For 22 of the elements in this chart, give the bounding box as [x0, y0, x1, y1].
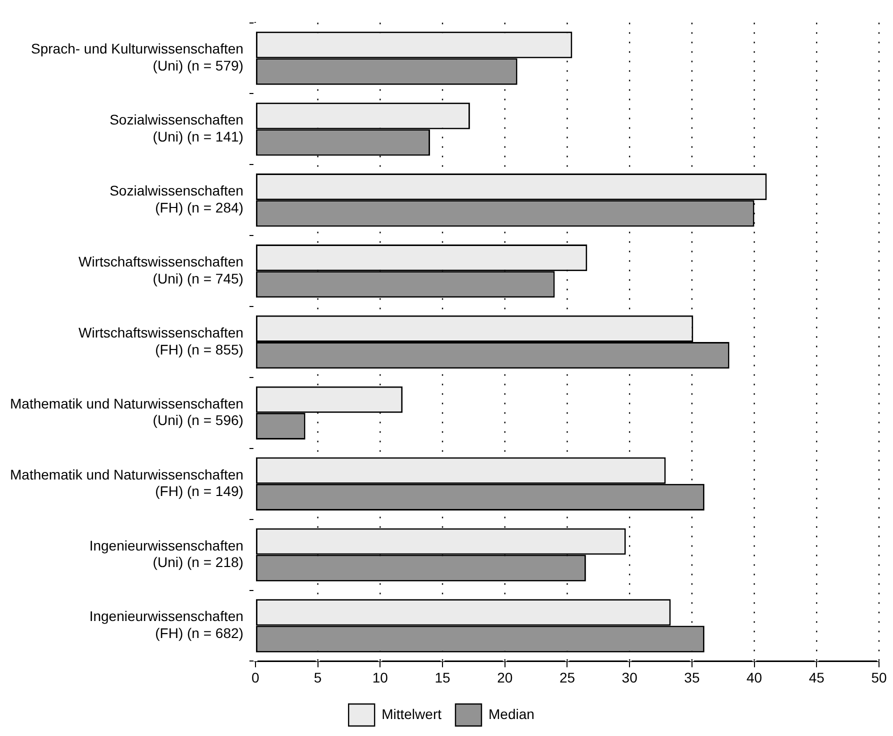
y-tick-label: Ingenieurwissenschaften (Uni) (n = 218) — [89, 537, 244, 570]
y-tick-label: Wirtschaftswissenschaften (FH) (n = 855) — [78, 324, 244, 358]
x-tick-label: 20 — [497, 669, 513, 686]
legend-label: Median — [488, 706, 534, 722]
x-tick-label: 10 — [372, 669, 388, 686]
x-tick-label: 40 — [746, 669, 762, 686]
y-tick-label: Wirtschaftswissenschaften (Uni) (n = 745) — [78, 254, 244, 286]
x-tick-label: 5 — [314, 669, 322, 686]
y-tick-label: Mathematik und Naturwissenschaften (FH) (n = 149) — [10, 466, 244, 500]
x-tick-label: 30 — [622, 669, 638, 686]
y-tick-label: Sprach- und Kulturwissenschaften (Uni) (n = 579) — [30, 40, 244, 74]
x-tick-label: 25 — [559, 669, 576, 686]
x-tick-label: 15 — [434, 669, 451, 686]
legend-label: Mittelwert — [382, 706, 442, 722]
x-tick-label: 45 — [808, 669, 825, 686]
x-tick-label: 50 — [871, 669, 887, 686]
y-tick-label: Sozialwissenschaften (Uni) (n = 141) — [110, 112, 244, 144]
x-tick-label: 35 — [684, 669, 700, 686]
y-tick-label: Ingenieurwissenschaften (FH) (n = 682) — [89, 608, 244, 641]
y-tick-label: Sozialwissenschaften (FH) (n = 284) — [110, 182, 244, 216]
y-tick-label: Mathematik und Naturwissenschaften (Uni) (n = 596) — [10, 395, 244, 428]
x-tick-label: 0 — [252, 669, 260, 686]
